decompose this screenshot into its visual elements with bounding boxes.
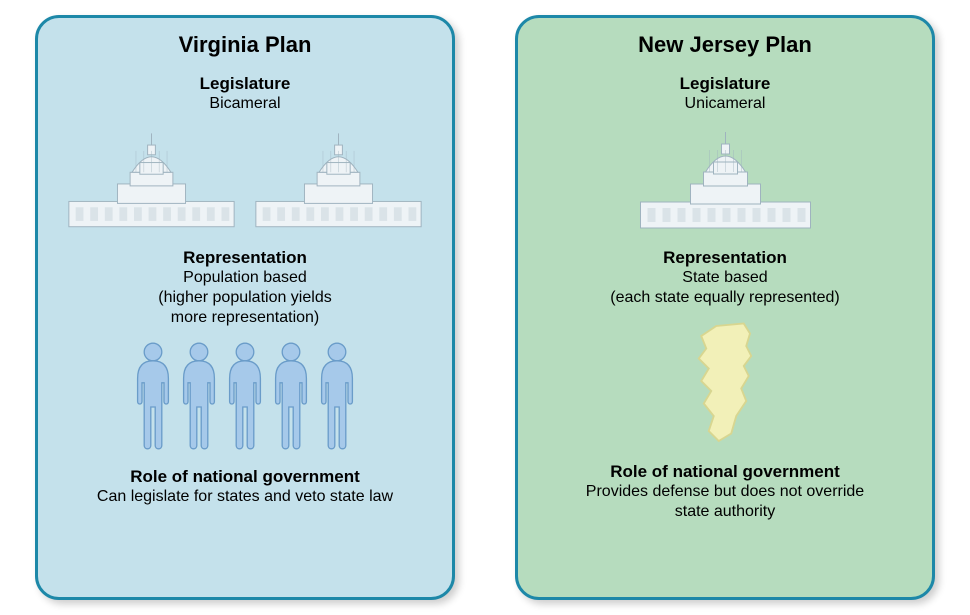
person-icon <box>315 341 359 451</box>
representation-body: State based (each state equally represen… <box>610 268 839 308</box>
person-icon <box>223 341 267 451</box>
capitol-icon <box>64 132 239 232</box>
card-title: Virginia Plan <box>179 32 312 58</box>
virginia-plan-card: Virginia Plan Legislature Bicameral <box>35 15 455 600</box>
representation-body: Population based (higher population yiel… <box>158 268 331 328</box>
new-jersey-icon <box>680 321 770 446</box>
capitol-graphic <box>64 122 426 232</box>
new-jersey-plan-card: New Jersey Plan Legislature Unicameral R… <box>515 15 935 600</box>
nj-state-graphic <box>680 316 770 446</box>
legislature-body: Bicameral <box>209 94 280 114</box>
capitol-icon <box>251 132 426 232</box>
card-title: New Jersey Plan <box>638 32 812 58</box>
legislature-head: Legislature <box>200 74 291 94</box>
role-head: Role of national government <box>130 467 360 487</box>
capitol-icon <box>628 132 823 232</box>
role-body: Provides defense but does not override s… <box>586 482 864 522</box>
person-icon <box>131 341 175 451</box>
role-head: Role of national government <box>610 462 840 482</box>
representation-head: Representation <box>183 248 307 268</box>
representation-head: Representation <box>663 248 787 268</box>
capitol-graphic <box>628 122 823 232</box>
legislature-head: Legislature <box>680 74 771 94</box>
people-graphic <box>131 336 359 451</box>
role-body: Can legislate for states and veto state … <box>97 487 393 507</box>
person-icon <box>177 341 221 451</box>
person-icon <box>269 341 313 451</box>
legislature-body: Unicameral <box>685 94 766 114</box>
